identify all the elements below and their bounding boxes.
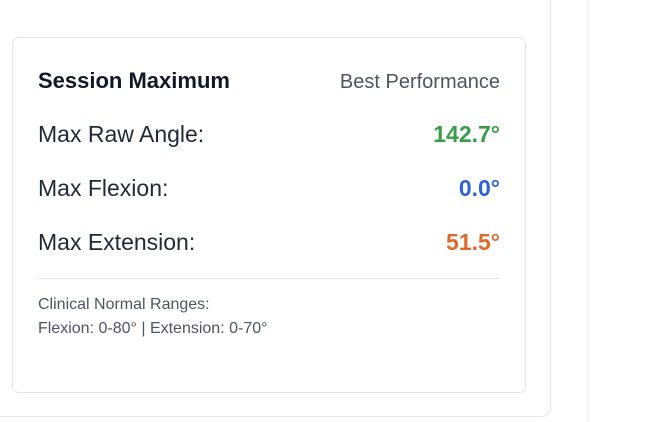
metric-label: Max Extension: <box>38 229 196 255</box>
metric-label: Max Raw Angle: <box>38 121 205 147</box>
right-panel-divider <box>587 0 588 422</box>
metric-value: 142.7° <box>433 121 500 147</box>
metric-row-max-raw-angle: Max Raw Angle: 142.7° <box>38 121 500 148</box>
clinical-normal-ranges: Clinical Normal Ranges: Flexion: 0-80° |… <box>38 293 268 341</box>
metric-row-max-extension: Max Extension: 51.5° <box>38 229 500 256</box>
metric-row-max-flexion: Max Flexion: 0.0° <box>38 175 500 202</box>
clinical-ranges: Flexion: 0-80° | Extension: 0-70° <box>38 320 268 337</box>
metric-value: 0.0° <box>458 175 500 201</box>
card-header: Session Maximum Best Performance <box>38 68 500 94</box>
card-title: Session Maximum <box>38 68 230 93</box>
session-maximum-card: Session Maximum Best Performance Max Raw… <box>12 37 526 393</box>
metric-label: Max Flexion: <box>38 175 169 201</box>
card-subtitle: Best Performance <box>339 71 500 93</box>
metric-value: 51.5° <box>446 229 500 255</box>
section-divider <box>38 278 500 279</box>
clinical-heading: Clinical Normal Ranges: <box>38 296 210 313</box>
